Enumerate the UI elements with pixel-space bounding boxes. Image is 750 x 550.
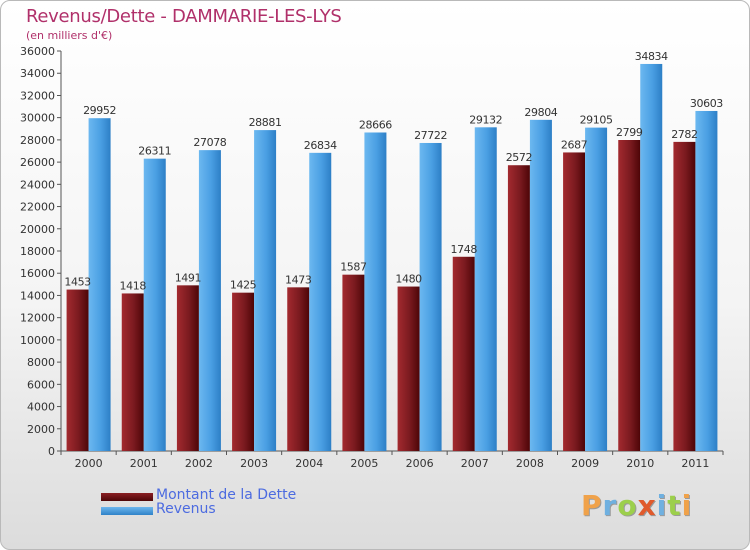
data-label-revenus: 28881 <box>249 116 282 129</box>
data-label-revenus: 29804 <box>524 106 557 119</box>
x-tick-label: 2003 <box>240 457 268 470</box>
y-tick-label: 12000 <box>20 312 55 325</box>
bar-revenus <box>364 132 387 451</box>
data-label-dette: 2572 <box>506 151 532 164</box>
bar-dette <box>397 286 420 451</box>
data-label-dette: 2687 <box>561 138 588 151</box>
y-tick-label: 24000 <box>20 178 55 191</box>
x-tick-label: 2000 <box>75 457 103 470</box>
data-label-dette: 1425 <box>230 279 257 292</box>
y-tick-label: 14000 <box>20 289 55 302</box>
data-label-dette: 1480 <box>395 273 422 286</box>
x-tick-label: 2005 <box>350 457 378 470</box>
data-label-dette: 2799 <box>616 126 643 139</box>
chart-subtitle: (en milliers d'€) <box>26 29 113 42</box>
bar-dette <box>66 289 89 451</box>
y-tick-label: 18000 <box>20 245 55 258</box>
y-tick-label: 10000 <box>20 334 55 347</box>
y-tick-label: 4000 <box>27 401 55 414</box>
data-label-revenus: 26311 <box>138 145 171 158</box>
proxiti-logo: Proxiti <box>581 489 693 522</box>
bar-dette <box>618 140 641 451</box>
x-tick-label: 2001 <box>130 457 158 470</box>
data-label-revenus: 27078 <box>193 136 226 149</box>
data-label-revenus: 26834 <box>304 139 337 152</box>
bar-dette <box>232 292 255 451</box>
bar-revenus <box>254 130 277 451</box>
bar-revenus <box>143 158 166 451</box>
bar-revenus <box>309 152 332 451</box>
y-tick-label: 36000 <box>20 45 55 58</box>
bar-dette <box>342 274 365 451</box>
bar-dette <box>563 152 586 451</box>
y-tick-label: 6000 <box>27 378 55 391</box>
x-tick-label: 2007 <box>461 457 489 470</box>
data-label-dette: 1453 <box>64 276 91 289</box>
bar-revenus <box>640 63 663 451</box>
data-label-revenus: 29105 <box>580 114 613 127</box>
data-label-revenus: 30603 <box>690 97 723 110</box>
x-tick-label: 2006 <box>406 457 434 470</box>
x-tick-label: 2010 <box>626 457 654 470</box>
bar-revenus <box>88 118 111 451</box>
data-label-revenus: 29132 <box>469 113 502 126</box>
bar-revenus <box>585 127 608 451</box>
y-tick-label: 22000 <box>20 201 55 214</box>
data-label-dette: 1748 <box>451 243 478 256</box>
y-tick-label: 0 <box>48 445 55 458</box>
bar-revenus <box>474 127 497 452</box>
y-tick-label: 30000 <box>20 112 55 125</box>
x-tick-label: 2002 <box>185 457 213 470</box>
y-tick-label: 26000 <box>20 156 55 169</box>
bar-dette <box>121 293 144 451</box>
y-tick-label: 2000 <box>27 423 55 436</box>
y-tick-label: 32000 <box>20 89 55 102</box>
bar-dette <box>673 141 696 451</box>
bar-revenus <box>695 110 718 451</box>
legend-label-dette: Montant de la Dette <box>156 487 297 503</box>
bar-revenus <box>419 142 442 451</box>
data-label-dette: 1418 <box>120 279 147 292</box>
bar-dette <box>287 287 310 451</box>
bar-revenus <box>529 119 552 451</box>
data-label-revenus: 28666 <box>359 118 392 131</box>
data-label-dette: 2782 <box>671 128 697 141</box>
y-tick-label: 34000 <box>20 67 55 80</box>
data-label-revenus: 34834 <box>635 50 668 63</box>
data-label-revenus: 27722 <box>414 129 447 142</box>
chart-title: Revenus/Dette - DAMMARIE-LES-LYS <box>26 6 342 27</box>
legend-swatch-dette <box>101 493 153 501</box>
data-label-dette: 1587 <box>340 261 367 274</box>
data-label-revenus: 29952 <box>83 104 116 117</box>
bar-revenus <box>198 150 221 451</box>
x-tick-label: 2004 <box>295 457 323 470</box>
y-tick-label: 16000 <box>20 267 55 280</box>
bar-dette <box>507 165 530 451</box>
y-tick-label: 20000 <box>20 223 55 236</box>
y-tick-label: 28000 <box>20 134 55 147</box>
x-tick-label: 2008 <box>516 457 544 470</box>
legend-label-revenus: Revenus <box>156 501 216 517</box>
bar-dette <box>452 256 475 451</box>
x-tick-label: 2011 <box>681 457 709 470</box>
x-tick-label: 2009 <box>571 457 599 470</box>
data-label-dette: 1491 <box>175 271 201 284</box>
legend-swatch-revenus <box>101 507 153 515</box>
bar-dette <box>176 285 199 451</box>
y-tick-label: 8000 <box>27 356 55 369</box>
data-label-dette: 1473 <box>285 273 312 286</box>
